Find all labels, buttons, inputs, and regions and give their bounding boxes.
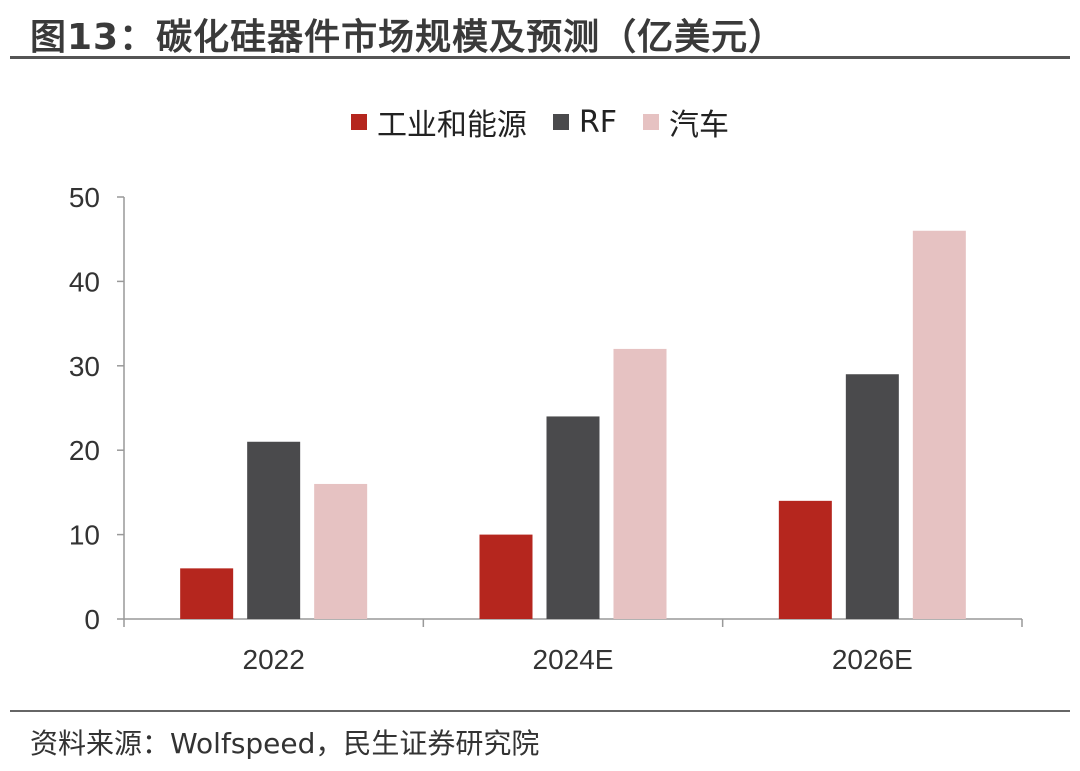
legend-swatch-rf (552, 114, 569, 130)
legend-item-rf: RF (552, 104, 618, 140)
y-axis: 0 10 20 30 40 50 (69, 182, 125, 635)
legend-item-industrial-energy: 工业和能源 (350, 100, 527, 144)
x-tick-label: 2022 (243, 644, 305, 675)
bar (479, 534, 533, 619)
x-tick-label: 2024E (533, 644, 614, 675)
source-note: 资料来源：Wolfspeed，民生证券研究院 (30, 727, 540, 760)
y-tick-label: 40 (69, 266, 100, 297)
bar (613, 348, 667, 619)
legend-label-rf: RF (578, 104, 618, 140)
legend-label-automotive: 汽车 (669, 108, 730, 143)
legend: 工业和能源 RF 汽车 (0, 100, 1080, 144)
legend-swatch-industrial-energy (350, 114, 367, 130)
bar (912, 230, 966, 619)
source-divider (10, 710, 1070, 712)
legend-label-industrial-energy: 工业和能源 (376, 108, 527, 143)
y-tick-label: 0 (84, 604, 100, 635)
x-axis: 2022 2024E 2026E (123, 618, 1023, 675)
y-tick-label: 20 (69, 435, 100, 466)
legend-item-automotive: 汽车 (643, 100, 729, 144)
bars (180, 230, 966, 619)
bar (180, 568, 234, 619)
legend-swatch-automotive (643, 114, 660, 130)
bar (778, 500, 832, 619)
bar (247, 441, 301, 619)
bar (546, 416, 600, 619)
x-tick-label: 2026E (832, 644, 913, 675)
bar (314, 483, 368, 619)
title-divider (10, 56, 1070, 59)
chart-title: 图13：碳化硅器件市场规模及预测（亿美元） (30, 17, 786, 58)
y-tick-label: 50 (69, 182, 100, 213)
bar (845, 374, 899, 619)
y-tick-label: 30 (69, 351, 100, 382)
y-tick-label: 10 (69, 520, 100, 551)
